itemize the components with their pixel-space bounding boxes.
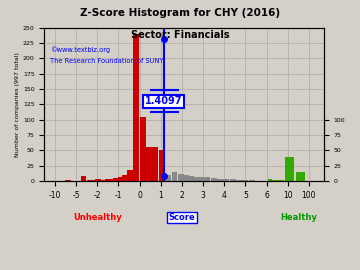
Bar — [146, 147, 152, 181]
Bar — [153, 147, 158, 181]
Text: Z-Score Histogram for CHY (2016): Z-Score Histogram for CHY (2016) — [80, 8, 280, 18]
Text: 1.4097: 1.4097 — [145, 96, 183, 106]
Bar — [194, 177, 200, 181]
Bar — [178, 174, 184, 181]
Bar — [276, 180, 280, 181]
Bar — [127, 170, 133, 181]
Bar — [211, 178, 217, 181]
Bar — [188, 176, 194, 181]
Bar — [95, 179, 101, 181]
Bar — [296, 172, 305, 181]
Bar — [230, 179, 236, 181]
Bar — [134, 34, 139, 181]
Bar — [91, 180, 97, 181]
Bar — [118, 177, 123, 181]
Bar — [36, 179, 42, 181]
Bar — [272, 180, 276, 181]
Bar — [140, 117, 146, 181]
Bar — [249, 180, 255, 181]
Bar — [223, 179, 229, 181]
Bar — [122, 175, 128, 181]
Text: Healthy: Healthy — [280, 213, 317, 222]
Bar — [217, 179, 223, 181]
Bar — [109, 179, 115, 181]
Bar — [204, 177, 210, 181]
Bar — [165, 175, 171, 181]
Bar — [242, 180, 248, 181]
Bar — [100, 180, 105, 181]
Bar — [280, 180, 284, 181]
Bar — [105, 179, 111, 181]
Bar — [87, 180, 93, 181]
Bar — [236, 180, 242, 181]
Text: The Research Foundation of SUNY: The Research Foundation of SUNY — [50, 59, 163, 65]
Text: Score: Score — [168, 213, 195, 222]
Text: Unhealthy: Unhealthy — [73, 213, 122, 222]
Bar — [159, 150, 165, 181]
Bar — [267, 179, 272, 181]
Bar — [113, 178, 119, 181]
Bar — [183, 175, 189, 181]
Bar — [81, 176, 86, 181]
Y-axis label: Number of companies (997 total): Number of companies (997 total) — [15, 52, 20, 157]
Text: Sector: Financials: Sector: Financials — [131, 30, 229, 40]
Bar — [199, 177, 205, 181]
Bar — [171, 172, 177, 181]
Bar — [65, 180, 71, 181]
Text: ©www.textbiz.org: ©www.textbiz.org — [50, 46, 110, 53]
Bar — [285, 157, 294, 181]
